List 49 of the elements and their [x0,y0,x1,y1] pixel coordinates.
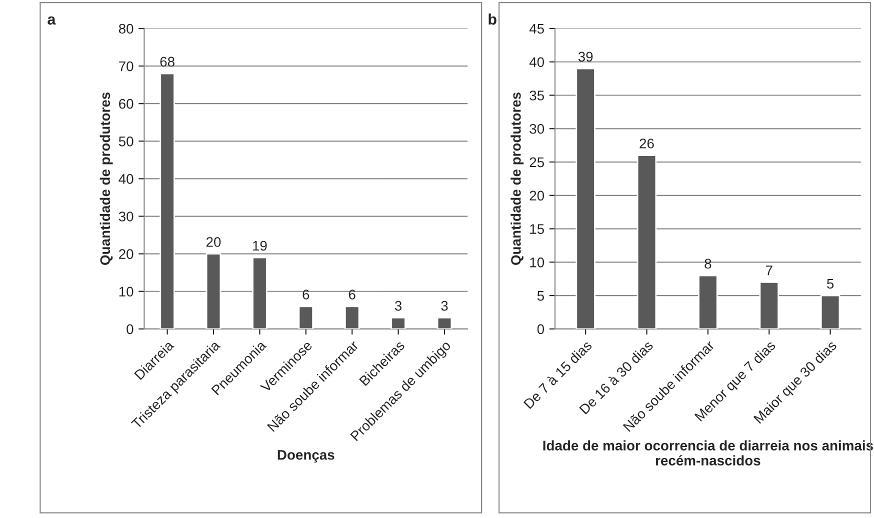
data-label: 3 [441,300,448,311]
bar [390,316,406,329]
y-tick-label: 45 [529,24,544,34]
data-label: 20 [206,237,221,247]
data-label: 26 [640,138,654,148]
y-axis-title: Quantidade de produtores [510,92,524,265]
y-tick-label: 25 [530,157,544,168]
bar [436,316,452,329]
y-tick-label: 60 [119,98,134,109]
text: b [488,13,496,25]
bar [252,256,268,329]
y-tick-label: 80 [118,24,134,34]
x-axis-title: Idade de maior ocorrencia de diarreia nos animais recém-nascidos [543,440,873,466]
data-label: 6 [348,290,356,300]
y-tick-label: 0 [126,324,134,334]
data-label: 39 [578,52,593,62]
data-label: 68 [160,56,174,67]
y-tick-label: 35 [530,90,544,100]
bar [298,306,314,329]
y-tick-label: 50 [118,136,134,146]
bar [636,154,657,329]
y-tick-label: 70 [119,61,134,72]
data-label: 3 [394,300,402,311]
data-label: 6 [302,290,310,300]
bar [206,253,222,329]
bar [759,282,779,329]
y-tick-label: 30 [530,124,544,134]
text: a [48,16,56,25]
y-tick-label: 10 [119,286,134,297]
data-label: 19 [253,240,267,251]
y-tick-label: 40 [118,174,134,184]
data-label: 8 [704,258,712,269]
y-tick-label: 30 [118,212,134,222]
y-tick-label: 20 [119,249,134,259]
y-axis-title: Quantidade de produtores [100,92,113,265]
y-tick-label: 40 [529,57,544,68]
y-tick-label: 10 [530,258,544,268]
data-label: 7 [766,266,772,276]
y-tick-label: 15 [530,224,544,234]
bar [698,274,718,329]
y-tick-label: 5 [537,291,544,301]
bar [344,306,360,329]
y-tick-label: 0 [537,324,544,334]
y-tick-label: 20 [530,190,544,201]
x-axis-title: Doenças [278,450,334,463]
bar [576,68,596,329]
bar [820,294,840,329]
data-label: 5 [826,278,834,289]
bar [160,72,175,329]
